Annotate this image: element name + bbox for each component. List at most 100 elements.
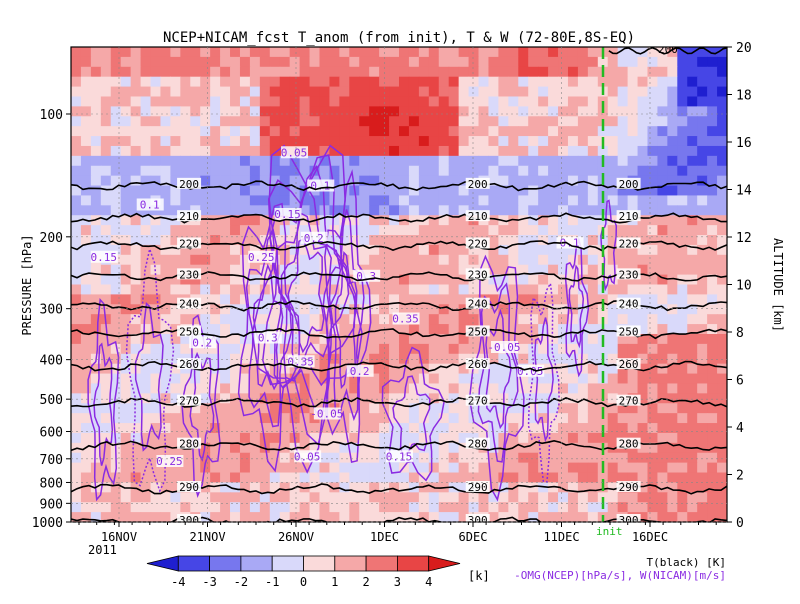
heatmap-cell [518,56,529,68]
heatmap-cell [577,96,589,107]
heatmap-cell [677,452,688,464]
heatmap-cell [379,304,390,315]
heatmap-cell [329,274,340,286]
heatmap-cell [140,413,152,424]
heatmap-cell [309,423,321,434]
heatmap-cell [667,343,678,355]
heatmap-cell [399,432,410,444]
heatmap-cell [230,66,241,78]
heatmap-cell [269,442,281,454]
heatmap-cell [369,215,380,226]
heatmap-cell [558,363,569,375]
heatmap-cell [369,225,380,236]
w-contour-label: 0.2 [304,232,324,245]
heatmap-cell [647,175,659,187]
heatmap-cell [657,343,668,355]
date-tick-label: 16DEC [632,530,668,544]
heatmap-cell [100,442,112,454]
heatmap-cell [637,452,649,464]
heatmap-cell [339,512,350,522]
heatmap-cell [548,244,559,256]
heatmap-cell [170,66,181,78]
heatmap-cell [687,175,698,187]
heatmap-cell [498,96,509,107]
heatmap-cell [210,195,221,206]
heatmap-cell [230,215,241,226]
heatmap-cell [538,106,549,117]
heatmap-cell [190,56,201,68]
heatmap-cell [577,442,589,454]
heatmap-cell [607,393,619,404]
heatmap-cell [637,106,649,117]
heatmap-cell [657,333,668,345]
heatmap-cell [190,106,201,117]
heatmap-cell [309,432,321,444]
heatmap-cell [359,502,370,513]
heatmap-cell [508,175,519,187]
heatmap-cell [577,333,589,345]
heatmap-cell [508,225,519,236]
heatmap-cell [369,462,380,474]
temperature-contour-upper [608,47,727,55]
heatmap-cell [438,304,450,315]
heatmap-cell [349,126,360,137]
heatmap-cell [548,145,559,157]
temperature-label-bg [616,437,641,449]
heatmap-cell [120,205,132,216]
heatmap-cell [548,215,559,226]
heatmap-cell [339,472,350,484]
heatmap-cell [528,76,539,88]
heatmap-cell [488,244,499,256]
heatmap-cell [259,482,271,493]
heatmap-cell [200,502,211,513]
heatmap-cell [498,66,509,78]
heatmap-cell [438,393,450,404]
heatmap-cell [438,442,450,454]
heatmap-cell [329,47,340,58]
heatmap-cell [71,66,82,78]
heatmap-cell [389,264,400,276]
heatmap-cell [607,96,619,107]
heatmap-cell [389,512,400,522]
heatmap-cell [567,383,579,394]
heatmap-cell [528,56,539,68]
heatmap-cell [200,442,211,454]
temperature-contour-label: 240 [179,298,199,311]
heatmap-cell [299,76,311,88]
heatmap-cell [120,254,132,266]
heatmap-cell [567,244,579,256]
heatmap-cell [71,106,82,117]
heatmap-cell [319,116,331,127]
heatmap-cell [587,175,599,187]
heatmap-cell [80,205,92,216]
heatmap-cell [319,502,331,513]
heatmap-cell [269,423,281,434]
heatmap-cell [607,502,619,513]
heatmap-cell [309,353,321,365]
heatmap-cell [607,205,619,216]
heatmap-cell [329,86,340,98]
heatmap-cell [140,47,152,58]
heatmap-cell [160,225,171,236]
heatmap-cell [448,452,460,464]
heatmap-cell [239,76,251,88]
heatmap-cell [687,343,698,355]
heatmap-cell [637,512,649,522]
heatmap-cell [379,175,390,187]
heatmap-cell [637,205,649,216]
heatmap-cell [458,314,470,325]
heatmap-cell [150,512,162,522]
heatmap-cell [617,254,629,266]
heatmap-cell [130,47,142,58]
heatmap-cell [180,195,191,206]
heatmap-cell [548,76,559,88]
heatmap-cell [239,413,251,424]
heatmap-cell [448,244,460,256]
heatmap-cell [577,116,589,127]
temperature-label-bg [616,394,641,406]
heatmap-cell [230,47,241,58]
heatmap-cell [667,482,678,493]
heatmap-cell [200,324,211,335]
heatmap-cell [418,155,430,167]
heatmap-cell [587,452,599,464]
